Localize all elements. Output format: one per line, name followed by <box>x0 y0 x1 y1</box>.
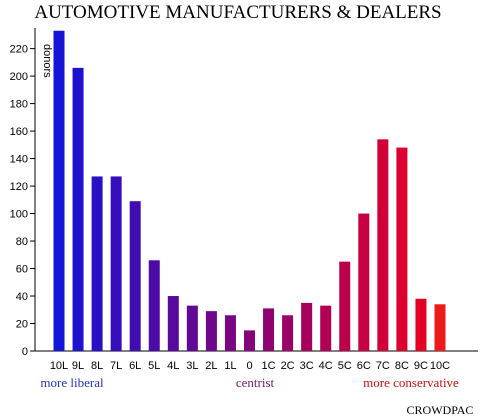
bar-3C <box>301 302 313 351</box>
bar-5C <box>339 261 351 351</box>
x-tick-label: 8L <box>91 360 103 372</box>
bar-10C <box>434 304 446 351</box>
brand-logo-text: CROWDPAC <box>407 403 474 417</box>
x-tick-label: 10C <box>430 360 450 372</box>
x-tick-label: 7L <box>110 360 122 372</box>
x-tick-label: 9C <box>414 360 428 372</box>
y-tick-label: 220 <box>10 44 28 56</box>
bar-10L <box>53 30 65 352</box>
x-tick-label: 4C <box>319 360 333 372</box>
bar-1C <box>263 308 275 351</box>
x-tick-label: 3C <box>300 360 314 372</box>
bar-9C <box>415 298 427 351</box>
bar-6C <box>358 213 370 351</box>
x-tick-label: 1C <box>262 360 276 372</box>
bar-6L <box>129 201 141 351</box>
y-tick-label: 120 <box>10 181 28 193</box>
bar-2C <box>282 315 294 351</box>
bar-7L <box>110 176 122 351</box>
x-tick-label: 4L <box>167 360 179 372</box>
x-tick-label: 1L <box>224 360 236 372</box>
bar-4C <box>320 305 332 351</box>
x-tick-label: 5C <box>338 360 352 372</box>
bar-8C <box>396 147 408 351</box>
bar-0 <box>244 330 255 351</box>
y-axis: 0 20 40 60 80 100 120 140 160 180 200 220 <box>10 28 36 358</box>
x-tick-label: 10L <box>50 360 68 372</box>
y-tick-label: 140 <box>10 154 28 166</box>
y-tick-label: 180 <box>10 99 28 111</box>
bar-4L <box>167 296 179 351</box>
category-labels: 10L 9L 8L 7L 6L 5L 4L 3L 2L 1L 0 1C 2C 3C 4C 5C 6C 7C 8C 9C… <box>50 360 450 372</box>
y-tick-label: 100 <box>10 209 28 221</box>
y-tick-label: 200 <box>10 71 28 83</box>
bar-2L <box>205 311 217 351</box>
chart-title: AUTOMOTIVE MANUFACTURERS & DEALERS <box>34 2 441 23</box>
x-tick-label: 3L <box>186 360 198 372</box>
annotation-more-conservative: more conservative <box>363 375 459 390</box>
x-tick-label: 6C <box>357 360 371 372</box>
bars-group <box>53 30 446 352</box>
annotation-more-liberal: more liberal <box>40 375 104 390</box>
x-tick-label: 5L <box>148 360 160 372</box>
bar-1L <box>224 315 236 351</box>
bar-3L <box>186 305 198 351</box>
bar-9L <box>72 67 84 352</box>
bar-8L <box>91 176 103 351</box>
bar-5L <box>148 260 160 351</box>
y-axis-label: donors <box>41 44 53 78</box>
x-tick-label: 2C <box>281 360 295 372</box>
x-tick-label: 0 <box>246 360 252 372</box>
annotation-centrist: centrist <box>236 375 275 390</box>
x-tick-label: 6L <box>129 360 141 372</box>
x-tick-label: 9L <box>72 360 84 372</box>
bar-7C <box>377 139 389 351</box>
y-tick-label: 160 <box>10 126 28 138</box>
y-tick-label: 0 <box>22 346 28 358</box>
y-tick-label: 20 <box>16 319 28 331</box>
y-tick-label: 60 <box>16 264 28 276</box>
y-tick-label: 40 <box>16 291 28 303</box>
y-tick-label: 80 <box>16 236 28 248</box>
x-tick-label: 7C <box>376 360 390 372</box>
x-tick-label: 8C <box>395 360 409 372</box>
x-tick-label: 2L <box>205 360 217 372</box>
